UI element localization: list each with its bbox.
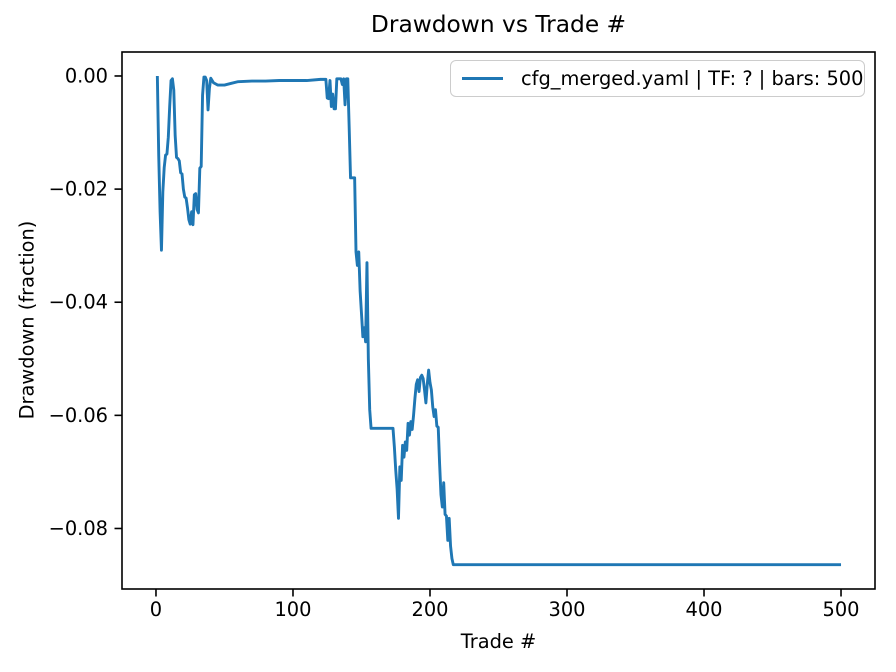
legend: cfg_merged.yaml | TF: ? | bars: 500 [450,60,865,97]
x-axis-ticks: 0 100 200 300 400 500 [150,589,860,621]
x-axis-label: Trade # [460,630,537,653]
y-tick-label: −0.06 [49,404,108,427]
y-axis-label: Drawdown (fraction) [15,220,39,420]
x-tick-label: 100 [274,598,311,621]
y-tick-label: −0.02 [49,178,108,201]
x-tick-label: 400 [686,598,723,621]
y-tick-label: 0.00 [65,64,108,87]
x-tick-label: 200 [411,598,448,621]
y-tick-label: −0.08 [49,517,108,540]
chart-title: Drawdown vs Trade # [370,11,627,38]
y-tick-label: −0.04 [49,291,108,314]
legend-label: cfg_merged.yaml | TF: ? | bars: 500 [521,67,864,90]
x-tick-label: 300 [548,598,585,621]
x-tick-label: 0 [150,598,162,621]
drawdown-series-line [155,75,842,567]
y-axis-ticks: 0.00 −0.02 −0.04 −0.06 −0.08 [49,64,122,540]
x-tick-label: 500 [823,598,860,621]
plot-spines [121,51,876,590]
legend-line-swatch [462,77,503,80]
